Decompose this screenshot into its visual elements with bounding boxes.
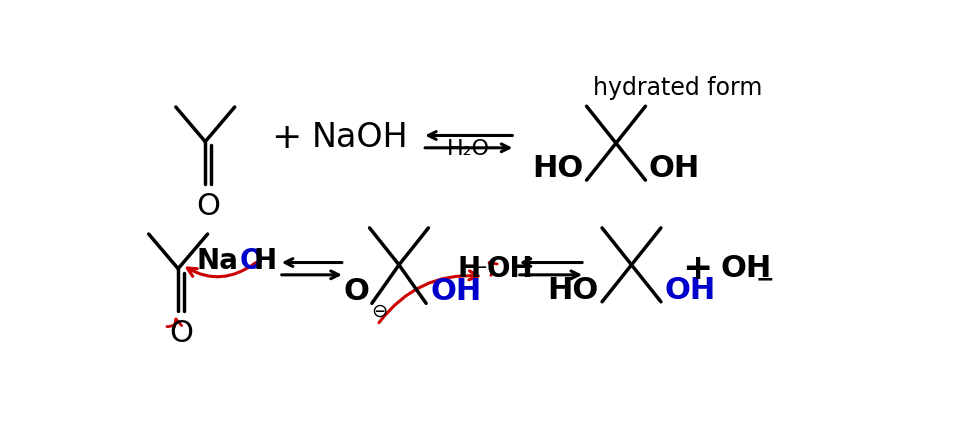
Text: H: H (253, 247, 276, 275)
Text: OH: OH (430, 277, 481, 307)
Text: –: – (476, 257, 488, 277)
Text: ⊖: ⊖ (372, 301, 388, 320)
Text: O: O (197, 192, 221, 221)
FancyArrowPatch shape (167, 319, 181, 327)
Text: NaOH: NaOH (312, 121, 409, 154)
Text: H: H (457, 255, 480, 283)
FancyArrowPatch shape (490, 263, 497, 276)
Text: OH: OH (664, 276, 715, 305)
Text: OH: OH (649, 154, 700, 183)
Text: +: + (272, 121, 301, 155)
Text: HO: HO (548, 276, 599, 305)
Text: +: + (683, 252, 712, 286)
Text: −: − (756, 269, 774, 290)
Text: O: O (344, 277, 370, 307)
Text: hydrated form: hydrated form (593, 76, 762, 100)
Text: HO: HO (532, 154, 584, 183)
Text: OH: OH (721, 254, 772, 283)
Text: O: O (169, 319, 193, 348)
Text: O: O (239, 247, 263, 275)
Text: H₂O: H₂O (447, 139, 491, 159)
FancyArrowPatch shape (187, 262, 255, 277)
Text: OH: OH (487, 255, 533, 283)
Text: Na: Na (197, 247, 239, 275)
FancyArrowPatch shape (379, 271, 478, 323)
